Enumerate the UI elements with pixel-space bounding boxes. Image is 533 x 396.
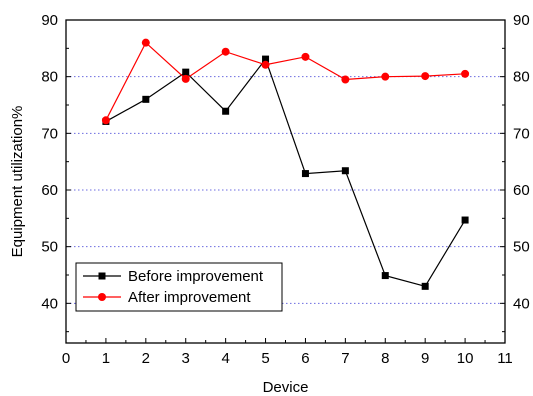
data-point (261, 60, 270, 69)
y-tick-label-left: 90 (41, 12, 58, 29)
x-tick-label: 3 (182, 350, 190, 367)
series-layer (101, 38, 470, 290)
data-point (381, 272, 389, 280)
x-tick-label: 9 (421, 350, 429, 367)
y-tick-label-left: 50 (41, 239, 58, 256)
legend-label: After improvement (128, 289, 251, 306)
legend: Before improvement After improvement (75, 262, 283, 312)
legend-marker (98, 293, 106, 301)
data-point (262, 55, 270, 63)
data-point (182, 68, 190, 76)
series-0 (102, 55, 469, 290)
data-point (101, 116, 110, 125)
legend-marker (98, 272, 106, 280)
data-point (461, 69, 470, 78)
legend-box (75, 262, 283, 312)
x-tick-label: 7 (341, 350, 349, 367)
axis-ticks: 0 1 2 3 4 5 6 7 8 9 10 11 40 50 60 70 80 90 40 50 60 70 80 90 (41, 12, 529, 367)
data-point (301, 52, 310, 61)
x-tick-label: 5 (261, 350, 269, 367)
x-tick-label: 8 (381, 350, 389, 367)
y-tick-label-right: 90 (513, 12, 530, 29)
data-point (421, 282, 429, 290)
y-tick-label-right: 60 (513, 182, 530, 199)
y-tick-label-right: 40 (513, 295, 530, 312)
x-tick-label: 10 (457, 350, 474, 367)
x-tick-label: 1 (102, 350, 110, 367)
series-1 (101, 38, 470, 125)
x-tick-label: 4 (221, 350, 229, 367)
legend-item: After improvement (83, 289, 251, 306)
y-tick-label-right: 70 (513, 125, 530, 142)
y-tick-label-right: 50 (513, 239, 530, 256)
y-tick-label-left: 80 (41, 69, 58, 86)
data-point (421, 72, 430, 81)
series-line (105, 41, 466, 121)
y-tick-label-left: 60 (41, 182, 58, 199)
data-point (301, 170, 309, 178)
y-tick-label-left: 40 (41, 295, 58, 312)
data-point (222, 107, 230, 115)
data-point (461, 216, 469, 224)
y-tick-label-right: 80 (513, 69, 530, 86)
data-point (181, 74, 190, 83)
x-axis-label: Device (263, 379, 309, 396)
x-tick-label: 0 (62, 350, 70, 367)
series-line (105, 57, 466, 288)
data-point (141, 38, 150, 47)
legend-item: Before improvement (83, 268, 264, 285)
legend-label: Before improvement (128, 268, 264, 285)
y-axis-label: Equipment utilization% (9, 106, 26, 258)
y-tick-label-left: 70 (41, 125, 58, 142)
data-point (381, 72, 390, 81)
x-tick-label: 6 (301, 350, 309, 367)
x-tick-label: 2 (142, 350, 150, 367)
data-point (341, 75, 350, 84)
data-point (142, 95, 150, 103)
data-point (221, 47, 230, 56)
x-tick-label: 11 (497, 350, 513, 367)
data-point (341, 167, 349, 175)
